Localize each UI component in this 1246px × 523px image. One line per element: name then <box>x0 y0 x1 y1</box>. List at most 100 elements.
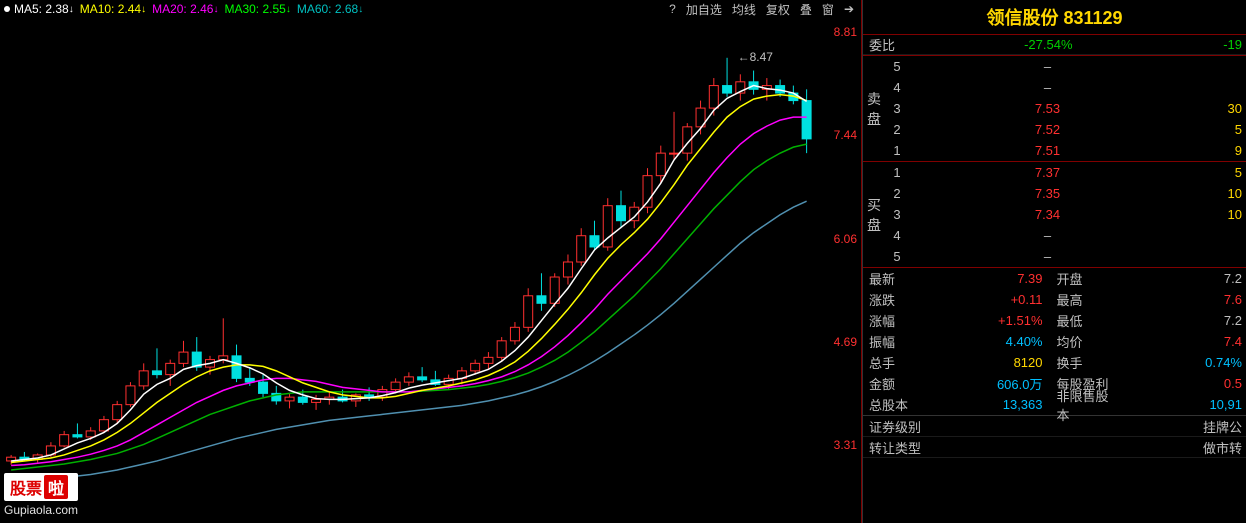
quote-value: 7.39 <box>911 271 1051 286</box>
order-row: 17.519 <box>885 140 1246 161</box>
order-price: 7.51 <box>909 143 1186 158</box>
quote-label: 换手 <box>1051 353 1111 372</box>
ask-side-label: 卖盘 <box>863 56 885 161</box>
commission-label: 委比 <box>863 35 911 54</box>
ma-indicator: MA20: 2.46↓ <box>152 2 218 16</box>
info-label: 转让类型 <box>863 438 943 457</box>
order-qty: 9 <box>1186 143 1246 158</box>
price-adjust-button[interactable]: 复权 <box>763 1 793 18</box>
watermark-text-accent: 啦 <box>44 475 68 499</box>
info-label: 证券级别 <box>863 417 943 436</box>
quote-row: 涨幅+1.51%最低7.2 <box>863 310 1246 331</box>
quote-grid: 最新7.39开盘7.2涨跌+0.11最高7.6涨幅+1.51%最低7.2振幅4.… <box>863 267 1246 415</box>
order-price: – <box>909 249 1186 264</box>
order-level: 5 <box>885 59 909 74</box>
order-level: 2 <box>885 186 909 201</box>
ma-indicator: MA30: 2.55↓ <box>224 2 290 16</box>
order-row: 5– <box>885 246 1246 267</box>
quote-row: 最新7.39开盘7.2 <box>863 268 1246 289</box>
quote-value: 606.0万 <box>911 374 1051 393</box>
info-row: 证券级别挂牌公 <box>863 416 1246 437</box>
commission-ratio: -27.54% <box>911 37 1081 52</box>
quote-value: 0.74% <box>1111 355 1246 370</box>
order-price: – <box>909 228 1186 243</box>
quote-label: 涨跌 <box>863 290 911 309</box>
info-row: 转让类型做市转 <box>863 437 1246 458</box>
expand-arrow-icon[interactable]: ➔ <box>841 2 857 16</box>
quote-label: 最低 <box>1051 311 1111 330</box>
quote-value: 7.4 <box>1111 334 1246 349</box>
order-row: 37.3410 <box>885 204 1246 225</box>
order-level: 5 <box>885 249 909 264</box>
chart-toolbar: ? 加自选 均线 复权 叠 窗 ➔ <box>666 0 857 18</box>
help-button[interactable]: ? <box>666 2 679 16</box>
price-axis: 8.81 7.44 6.06 4.69 3.31 <box>821 18 861 506</box>
add-favorite-button[interactable]: 加自选 <box>683 1 725 18</box>
order-qty: 5 <box>1186 165 1246 180</box>
quote-label: 最高 <box>1051 290 1111 309</box>
ma-line-button[interactable]: 均线 <box>729 1 759 18</box>
ma-indicator: MA60: 2.68↓ <box>297 2 363 16</box>
quote-panel: 领信股份 831129 委比 -27.54% -19 卖盘 5–4–37.533… <box>862 0 1246 523</box>
quote-label: 金额 <box>863 374 911 393</box>
order-row: 37.5330 <box>885 98 1246 119</box>
window-button[interactable]: 窗 <box>819 1 837 18</box>
order-level: 2 <box>885 122 909 137</box>
quote-value: 7.2 <box>1111 313 1246 328</box>
order-row: 5– <box>885 56 1246 77</box>
order-price: 7.35 <box>909 186 1186 201</box>
quote-label: 开盘 <box>1051 269 1111 288</box>
quote-row: 振幅4.40%均价7.4 <box>863 331 1246 352</box>
order-row: 17.375 <box>885 162 1246 183</box>
order-price: – <box>909 80 1186 95</box>
stock-code: 831129 <box>1063 8 1122 28</box>
info-value: 做市转 <box>943 438 1246 457</box>
arrow-down-icon: ↓ <box>286 4 291 15</box>
chart-panel: MA5: 2.38↓MA10: 2.44↓MA20: 2.46↓MA30: 2.… <box>0 0 862 523</box>
order-qty: 30 <box>1186 101 1246 116</box>
ma-indicator: MA5: 2.38↓ <box>14 2 74 16</box>
order-level: 3 <box>885 101 909 116</box>
order-row: 4– <box>885 77 1246 98</box>
info-value: 挂牌公 <box>943 417 1246 436</box>
y-tick-label: 3.31 <box>834 438 857 452</box>
y-tick-label: 7.44 <box>834 128 857 142</box>
watermark-text: 股票 <box>10 475 42 499</box>
order-price: 7.37 <box>909 165 1186 180</box>
y-tick-label: 4.69 <box>834 335 857 349</box>
order-level: 4 <box>885 80 909 95</box>
order-level: 1 <box>885 165 909 180</box>
order-qty: 10 <box>1186 207 1246 222</box>
order-level: 1 <box>885 143 909 158</box>
arrow-down-icon: ↓ <box>358 4 363 15</box>
quote-label: 均价 <box>1051 332 1111 351</box>
stock-title: 领信股份 831129 <box>863 0 1246 34</box>
quote-label: 总股本 <box>863 395 911 414</box>
commission-diff: -19 <box>1081 37 1246 52</box>
quote-value: +1.51% <box>911 313 1051 328</box>
quote-row: 总手8120换手0.74% <box>863 352 1246 373</box>
quote-value: +0.11 <box>911 292 1051 307</box>
arrow-down-icon: ↓ <box>141 4 146 15</box>
y-tick-label: 8.81 <box>834 25 857 39</box>
quote-row: 总股本13,363非限售股本10,91 <box>863 394 1246 415</box>
quote-value: 13,363 <box>911 397 1051 412</box>
order-price: 7.53 <box>909 101 1186 116</box>
order-qty: 5 <box>1186 122 1246 137</box>
quote-label: 涨幅 <box>863 311 911 330</box>
order-row: 27.3510 <box>885 183 1246 204</box>
watermark-logo: 股票 啦 <box>4 473 78 501</box>
order-level: 4 <box>885 228 909 243</box>
arrow-down-icon: ↓ <box>69 4 74 15</box>
watermark: 股票 啦 Gupiaola.com <box>4 473 78 517</box>
order-row: 27.525 <box>885 119 1246 140</box>
watermark-url: Gupiaola.com <box>4 503 78 517</box>
candlestick-chart[interactable]: ←8.47 <box>0 18 822 506</box>
overlay-button[interactable]: 叠 <box>797 1 815 18</box>
y-tick-label: 6.06 <box>834 232 857 246</box>
order-price: 7.52 <box>909 122 1186 137</box>
quote-label: 最新 <box>863 269 911 288</box>
bid-section: 买盘 17.37527.351037.34104–5– <box>863 161 1246 267</box>
peak-price-label: ←8.47 <box>738 50 773 64</box>
quote-value: 7.6 <box>1111 292 1246 307</box>
